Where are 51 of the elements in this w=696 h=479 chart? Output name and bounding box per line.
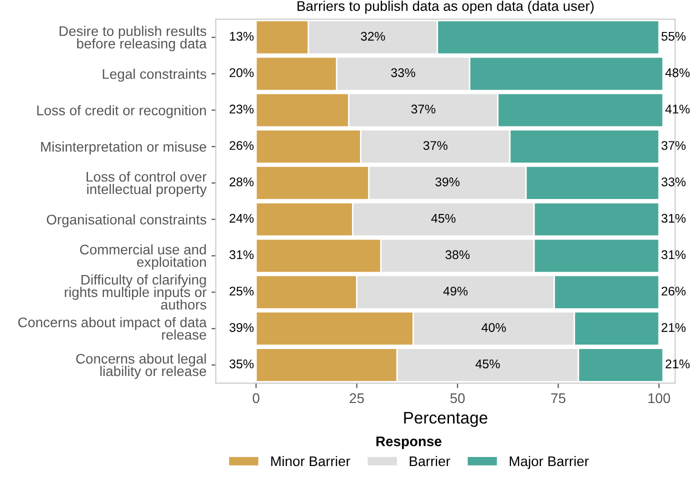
data-label: 48% — [665, 68, 690, 78]
x-axis-title: Percentage — [404, 412, 488, 427]
y-tick-label: Loss of credit or recognition — [37, 105, 206, 118]
data-label: 13% — [230, 32, 254, 41]
y-tick-label: Concerns about legal liability or release — [76, 353, 206, 379]
data-label: 31% — [230, 250, 254, 260]
data-label: 35% — [230, 360, 254, 368]
data-label: 38% — [445, 250, 470, 260]
data-label: 55% — [662, 32, 686, 41]
y-tick-label: Legal constraints — [102, 68, 206, 82]
data-label: 24% — [230, 214, 254, 223]
y-tick-label: Commercial use and exploitation — [80, 244, 206, 270]
legend-label: Minor Barrier — [271, 456, 350, 466]
data-label: 45% — [431, 214, 456, 223]
data-label: 39% — [230, 323, 254, 332]
data-label: 20% — [230, 68, 254, 78]
data-label: 28% — [230, 177, 254, 186]
data-label: 33% — [391, 68, 416, 78]
x-tick-label: 100 — [648, 393, 670, 404]
data-label: 26% — [230, 141, 254, 150]
data-label: 21% — [662, 323, 686, 332]
x-tick-label: 75 — [551, 393, 566, 404]
x-tick-label: 0 — [252, 393, 260, 404]
data-label: 31% — [661, 214, 686, 223]
data-label: 37% — [411, 104, 436, 114]
legend-title: Response — [376, 436, 442, 450]
legend-label: Barrier — [410, 456, 450, 466]
y-tick-label: Difficulty of clarifying rights multiple inputs or authors — [64, 274, 207, 310]
y-tick-label: Desire to publish results before releasing data — [60, 26, 207, 52]
data-label: 45% — [476, 360, 500, 368]
chart-title: Barriers to publish data as open data (data user) — [298, 0, 594, 14]
y-tick-label: Misinterpretation or misuse — [41, 142, 206, 154]
x-tick-label: 25 — [350, 393, 364, 404]
y-tick-label: Organisational constraints — [46, 214, 206, 228]
data-label: 49% — [443, 286, 468, 296]
data-label: 31% — [661, 250, 686, 260]
data-label: 37% — [423, 141, 448, 150]
data-label: 23% — [230, 104, 254, 114]
data-label: 32% — [360, 32, 385, 41]
data-label: 25% — [230, 286, 254, 296]
data-label: 39% — [435, 177, 460, 186]
data-label: 37% — [661, 141, 686, 150]
x-tick-label: 50 — [450, 393, 465, 404]
data-label: 41% — [665, 104, 690, 114]
y-tick-label: Concerns about impact of data release — [18, 317, 207, 340]
data-label: 21% — [666, 360, 690, 368]
data-label: 33% — [661, 177, 686, 186]
y-tick-label: Loss of control over intellectual property — [86, 171, 207, 197]
data-label: 26% — [662, 286, 686, 296]
legend-label: Major Barrier — [510, 456, 589, 469]
data-label: 40% — [482, 323, 506, 332]
